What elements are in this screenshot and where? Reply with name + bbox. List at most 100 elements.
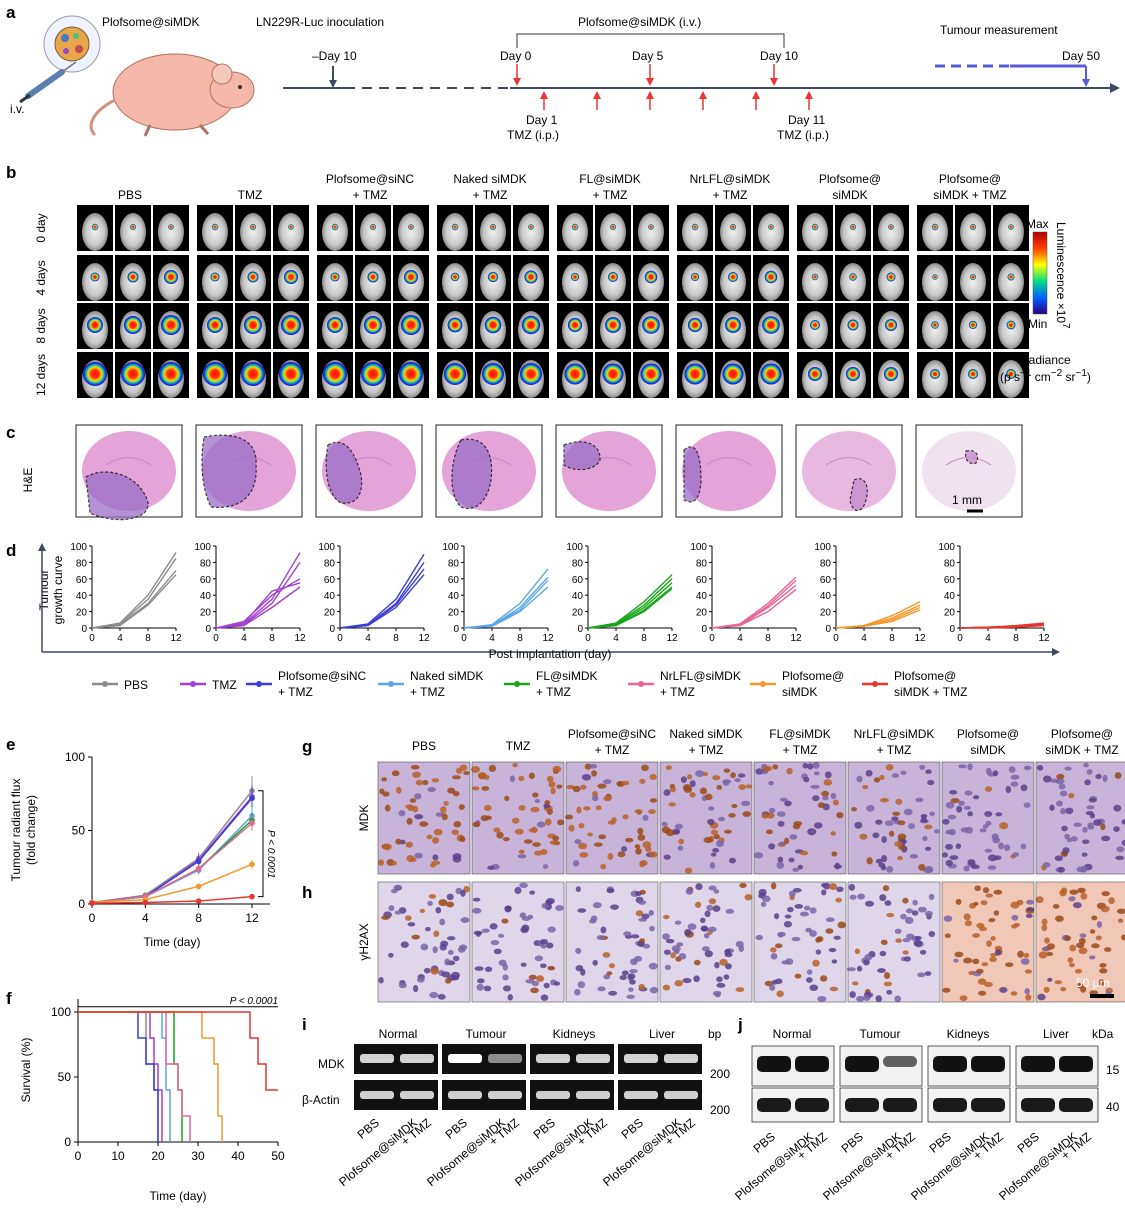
legend-label-line2: + TMZ bbox=[660, 685, 695, 699]
ihc-cell-nucleus bbox=[426, 834, 433, 840]
ihc-cell-nucleus bbox=[695, 770, 705, 777]
ihc-cell-nucleus bbox=[973, 795, 980, 800]
ihc-cell-nucleus bbox=[783, 921, 793, 928]
luminescence-colorbar: Max Min Luminescence ×10 7 Radiance (p s… bbox=[1000, 217, 1091, 384]
ihc-cell-nucleus bbox=[949, 790, 958, 795]
ihc-cell-nucleus bbox=[603, 795, 612, 802]
e-data-point bbox=[195, 883, 202, 890]
ihc-cell-nucleus bbox=[1042, 862, 1051, 868]
ihc-cell-nucleus bbox=[879, 950, 887, 957]
luminescence-signal bbox=[528, 224, 534, 230]
he-section-0 bbox=[75, 424, 183, 521]
ihc-cell-nucleus bbox=[924, 824, 933, 830]
ihc-cell-nucleus bbox=[895, 938, 902, 943]
ihc-cell-nucleus bbox=[986, 940, 992, 948]
ihc-cell-nucleus bbox=[661, 826, 671, 834]
e-series-line bbox=[91, 790, 253, 904]
ihc-cell-nucleus bbox=[894, 841, 904, 847]
ihc-cell-nucleus bbox=[463, 770, 470, 775]
growth-curve-2 bbox=[463, 579, 549, 629]
ihc-cell-nucleus bbox=[1076, 982, 1084, 989]
panel-label-g: g bbox=[302, 737, 312, 756]
ihc-cell-nucleus bbox=[999, 822, 1009, 830]
luminescence-signal bbox=[211, 223, 219, 231]
ihc-cell-nucleus bbox=[534, 955, 544, 962]
mouse-silhouette bbox=[802, 213, 828, 251]
y-tick-label: 20 bbox=[76, 608, 88, 619]
ihc-cell-nucleus bbox=[927, 779, 935, 786]
ihc-cell-nucleus bbox=[902, 897, 909, 904]
ihc-cell-nucleus bbox=[809, 984, 819, 991]
day-5: Day 5 bbox=[632, 49, 664, 63]
ivis-cell-g7-r2-m0 bbox=[917, 303, 953, 349]
i-lane-pbs: PBS bbox=[619, 1116, 646, 1142]
ihc-cell-nucleus bbox=[670, 952, 676, 959]
ihc-cell-nucleus bbox=[608, 990, 618, 996]
luminescence-signal bbox=[241, 362, 265, 386]
ihc-cell-nucleus bbox=[602, 952, 611, 958]
ihc-frame bbox=[753, 761, 847, 875]
ivis-cell-g2-r3-m0 bbox=[317, 352, 353, 398]
luminescence-signal bbox=[764, 270, 778, 284]
ihc-cell-nucleus bbox=[797, 864, 803, 870]
y-tick-label: 80 bbox=[448, 558, 460, 569]
ihc-cell-nucleus bbox=[663, 949, 671, 955]
ihc-cell-nucleus bbox=[1026, 899, 1034, 905]
growth-chart-4: 0 20 40 60 80 100 0 4 8 12 bbox=[566, 542, 678, 644]
i-band-mdk bbox=[576, 1054, 610, 1063]
ihc-cell-nucleus bbox=[1054, 980, 1062, 985]
ihc-cell-nucleus bbox=[998, 842, 1005, 850]
f-survival-curve-5 bbox=[78, 1011, 191, 1142]
ihc-cell-nucleus bbox=[384, 804, 391, 812]
legend-label-line1: FL@siMDK bbox=[536, 669, 598, 683]
luminescence-signal bbox=[811, 223, 819, 231]
ihc-cell-nucleus bbox=[1098, 979, 1105, 986]
ihc-cell-nucleus bbox=[440, 940, 449, 947]
i-band-actin bbox=[360, 1091, 394, 1099]
ihc-cell-nucleus bbox=[577, 908, 587, 913]
f-y-tick-label: 100 bbox=[51, 1005, 71, 1019]
ihc-cell-nucleus bbox=[453, 821, 462, 828]
ivis-cell-g0-r0-m1 bbox=[115, 205, 151, 251]
mouse-silhouette bbox=[878, 213, 904, 251]
ihc-cell-nucleus bbox=[809, 907, 817, 914]
ihc-cell-nucleus bbox=[433, 828, 443, 836]
mouse-silhouette bbox=[922, 213, 948, 251]
f-x-tick-label: 30 bbox=[191, 1149, 205, 1163]
ihc-cell-nucleus bbox=[642, 841, 652, 849]
luminescence-signal bbox=[970, 224, 976, 230]
mouse-silhouette bbox=[82, 263, 108, 301]
ihc-cell-nucleus bbox=[817, 995, 827, 1002]
j-band-bottom bbox=[1021, 1098, 1055, 1112]
ihc-cell-nucleus bbox=[833, 935, 841, 940]
mdk-image-4 bbox=[753, 761, 847, 875]
mouse-silhouette bbox=[922, 311, 948, 349]
ihc-cell-nucleus bbox=[398, 810, 406, 817]
x-tick-label: 8 bbox=[269, 633, 275, 644]
he-structure bbox=[105, 457, 152, 466]
ihc-cell-nucleus bbox=[1115, 855, 1125, 861]
ihc-cell-nucleus bbox=[433, 930, 440, 937]
ihc-cell-nucleus bbox=[398, 982, 407, 989]
ivis-cell-g0-r1-m2 bbox=[153, 255, 189, 301]
luminescence-signal bbox=[361, 362, 385, 386]
x-tick-label: 8 bbox=[641, 633, 647, 644]
j-band-bottom bbox=[757, 1098, 791, 1112]
mouse-silhouette bbox=[442, 263, 468, 301]
ihc-cell-nucleus bbox=[897, 820, 906, 826]
x-tick-label: 4 bbox=[985, 633, 991, 644]
ivis-cell-g2-r0-m2 bbox=[393, 205, 429, 251]
ihc-cell-nucleus bbox=[821, 790, 830, 797]
ihc-cell-nucleus bbox=[857, 893, 866, 900]
ihc-cell-nucleus bbox=[419, 908, 426, 913]
luminescence-signal bbox=[408, 224, 414, 230]
ihc-cell-nucleus bbox=[972, 958, 980, 965]
ihc-cell-nucleus bbox=[989, 956, 997, 963]
ihc-cell-nucleus bbox=[911, 910, 919, 916]
ihc-cell-nucleus bbox=[541, 902, 549, 909]
y-tick-label: 60 bbox=[76, 575, 88, 586]
ihc-cell-nucleus bbox=[713, 889, 720, 894]
ihc-cell-nucleus bbox=[891, 816, 899, 822]
ihc-cell-nucleus bbox=[411, 934, 420, 940]
ihc-cell-nucleus bbox=[539, 963, 547, 969]
